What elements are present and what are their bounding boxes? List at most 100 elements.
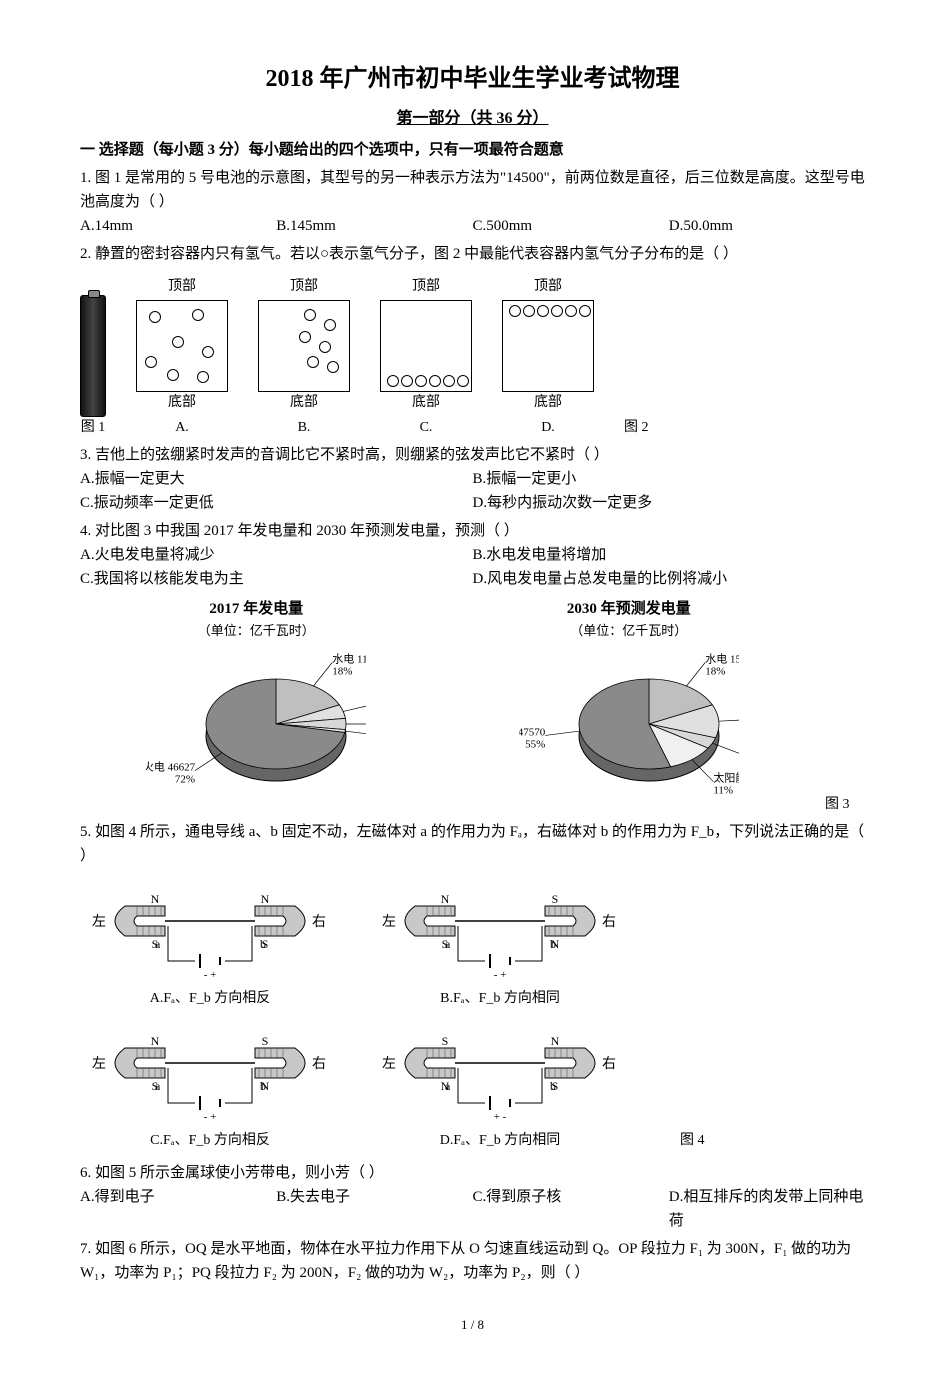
svg-text:左: 左 — [382, 1056, 396, 1072]
pie-charts-row: 2017 年发电量 （单位：亿千瓦时） 水电 1189818%风电 29505%… — [80, 597, 865, 816]
svg-text:右: 右 — [602, 914, 616, 930]
q6-options: A.得到电子 B.失去电子 C.得到原子核 D.相互排斥的肉发带上同种电荷 — [80, 1185, 865, 1233]
q3-opt-b: B.振幅一定更小 — [473, 467, 866, 491]
pie-2030: 2030 年预测发电量 （单位：亿千瓦时） 水电 1590018%风电 1000… — [453, 597, 806, 816]
question-2: 2. 静置的密封容器内只有氢气。若以○表示氢气分子，图 2 中最能代表容器内氢气… — [80, 242, 865, 266]
question-7: 7. 如图 6 所示，OQ 是水平地面，物体在水平拉力作用下从 O 匀速直线运动… — [80, 1237, 865, 1285]
q1-opt-b: B.145mm — [276, 214, 472, 238]
svg-text:11%: 11% — [713, 785, 733, 797]
svg-text:55%: 55% — [525, 738, 545, 750]
svg-text:火电 46627: 火电 46627 — [146, 760, 196, 773]
q4-opt-c: C.我国将以核能发电为主 — [80, 567, 473, 591]
magnet-a: NSNS- +ab左右 A.Fₐ、F_b 方向相反 — [80, 876, 340, 1010]
svg-text:太阳能 9300: 太阳能 9300 — [713, 771, 739, 785]
top-label-a: 顶部 — [136, 276, 228, 298]
q5-opt-c: C.Fₐ、F_b 方向相反 — [80, 1130, 340, 1152]
q2-opt-d: D. — [502, 417, 594, 439]
svg-text:火电 47570: 火电 47570 — [519, 725, 546, 738]
svg-text:N: N — [151, 1034, 160, 1048]
q6-opt-b: B.失去电子 — [276, 1185, 472, 1233]
q4-opt-a: A.火电发电量将减少 — [80, 543, 473, 567]
q3-opt-c: C.振动频率一定更低 — [80, 491, 473, 515]
q3-options-row1: A.振幅一定更大 B.振幅一定更小 — [80, 467, 865, 491]
svg-text:+ -: + - — [494, 1111, 507, 1123]
q1-opt-a: A.14mm — [80, 214, 276, 238]
q3-options-row2: C.振动频率一定更低 D.每秒内振动次数一定更多 — [80, 491, 865, 515]
q4-options-row2: C.我国将以核能发电为主 D.风电发电量占总发电量的比例将减小 — [80, 567, 865, 591]
pie2030-unit: （单位：亿千瓦时） — [453, 621, 806, 642]
pie-2017: 2017 年发电量 （单位：亿千瓦时） 水电 1189818%风电 29505%… — [80, 597, 433, 816]
section-heading: 一 选择题（每小题 3 分）每小题给出的四个选项中，只有一项最符合题意 — [80, 138, 865, 162]
svg-text:左: 左 — [92, 1056, 106, 1072]
svg-text:a: a — [445, 937, 451, 951]
top-label-c: 顶部 — [380, 276, 472, 298]
question-1: 1. 图 1 是常用的 5 号电池的示意图，其型号的另一种表示方法为"14500… — [80, 166, 865, 214]
magnet-b: NSSN- +ab左右 B.Fₐ、F_b 方向相同 — [370, 876, 630, 1010]
fig2-label: 图 2 — [624, 417, 649, 439]
bottom-label-d: 底部 — [502, 392, 594, 414]
gas-box-b — [258, 300, 350, 392]
top-label-b: 顶部 — [258, 276, 350, 298]
q1-opt-c: C.500mm — [473, 214, 669, 238]
svg-text:- +: - + — [204, 1111, 217, 1123]
question-4: 4. 对比图 3 中我国 2017 年发电量和 2030 年预测发电量，预测（ … — [80, 519, 865, 543]
svg-text:- +: - + — [494, 969, 507, 981]
q6-opt-a: A.得到电子 — [80, 1185, 276, 1233]
svg-text:右: 右 — [602, 1056, 616, 1072]
pie2017-unit: （单位：亿千瓦时） — [80, 621, 433, 642]
svg-text:水电 15900: 水电 15900 — [705, 652, 739, 665]
pie2030-title: 2030 年预测发电量 — [453, 597, 806, 621]
svg-text:b: b — [550, 937, 556, 951]
svg-text:- +: - + — [204, 969, 217, 981]
gas-box-a — [136, 300, 228, 392]
svg-text:18%: 18% — [333, 665, 353, 677]
q2-opt-b: B. — [258, 417, 350, 439]
q3-opt-d: D.每秒内振动次数一定更多 — [473, 491, 866, 515]
q1-options: A.14mm B.145mm C.500mm D.50.0mm — [80, 214, 865, 238]
svg-text:N: N — [261, 892, 270, 906]
q4-opt-d: D.风电发电量占总发电量的比例将减小 — [473, 567, 866, 591]
svg-text:72%: 72% — [175, 773, 195, 785]
svg-text:右: 右 — [312, 914, 326, 930]
svg-text:18%: 18% — [705, 665, 725, 677]
figure-2-row: 图 1 顶部 底部 A. 顶部 底部 B. 顶部 — [80, 276, 865, 439]
q6-opt-c: C.得到原子核 — [473, 1185, 669, 1233]
svg-text:a: a — [155, 937, 161, 951]
svg-text:左: 左 — [92, 914, 106, 930]
question-6: 6. 如图 5 所示金属球使小芳带电，则小芳（ ） — [80, 1161, 865, 1185]
pie2017-svg: 水电 1189818%风电 29505%核电 24814%太阳能 9671%火电… — [146, 644, 366, 814]
q6-opt-d: D.相互排斥的肉发带上同种电荷 — [669, 1185, 865, 1233]
page-title: 2018 年广州市初中毕业生学业考试物理 — [80, 60, 865, 98]
q2-opt-c: C. — [380, 417, 472, 439]
svg-text:S: S — [442, 1034, 449, 1048]
pie2017-title: 2017 年发电量 — [80, 597, 433, 621]
gas-box-c — [380, 300, 472, 392]
part-header: 第一部分（共 36 分） — [80, 106, 865, 132]
pie2030-svg: 水电 1590018%风电 1000012%核电 36004%太阳能 93001… — [519, 644, 739, 814]
q5-opt-a: A.Fₐ、F_b 方向相反 — [80, 988, 340, 1010]
svg-text:N: N — [151, 892, 160, 906]
magnet-d: SNNS+ -ab左右 D.Fₐ、F_b 方向相同 — [370, 1018, 630, 1152]
svg-text:a: a — [155, 1079, 161, 1093]
fig1-label: 图 1 — [80, 417, 106, 439]
top-label-d: 顶部 — [502, 276, 594, 298]
svg-text:b: b — [550, 1079, 556, 1093]
q5-opt-b: B.Fₐ、F_b 方向相同 — [370, 988, 630, 1010]
page-footer: 1 / 8 — [80, 1315, 865, 1336]
svg-text:N: N — [441, 892, 450, 906]
svg-text:b: b — [260, 1079, 266, 1093]
q4-options-row1: A.火电发电量将减少 B.水电发电量将增加 — [80, 543, 865, 567]
q5-opt-d: D.Fₐ、F_b 方向相同 — [370, 1130, 630, 1152]
svg-text:b: b — [260, 937, 266, 951]
svg-text:a: a — [445, 1079, 451, 1093]
battery-icon — [80, 295, 106, 417]
magnet-row-2: NSSN- +ab左右 C.Fₐ、F_b 方向相反 SNNS+ -ab左右 D.… — [80, 1018, 865, 1152]
bottom-label-b: 底部 — [258, 392, 350, 414]
svg-text:N: N — [551, 1034, 560, 1048]
magnet-c: NSSN- +ab左右 C.Fₐ、F_b 方向相反 — [80, 1018, 340, 1152]
svg-text:水电 11898: 水电 11898 — [333, 652, 367, 665]
q1-opt-d: D.50.0mm — [669, 214, 865, 238]
bottom-label-c: 底部 — [380, 392, 472, 414]
q2-opt-a: A. — [136, 417, 228, 439]
svg-text:左: 左 — [382, 914, 396, 930]
